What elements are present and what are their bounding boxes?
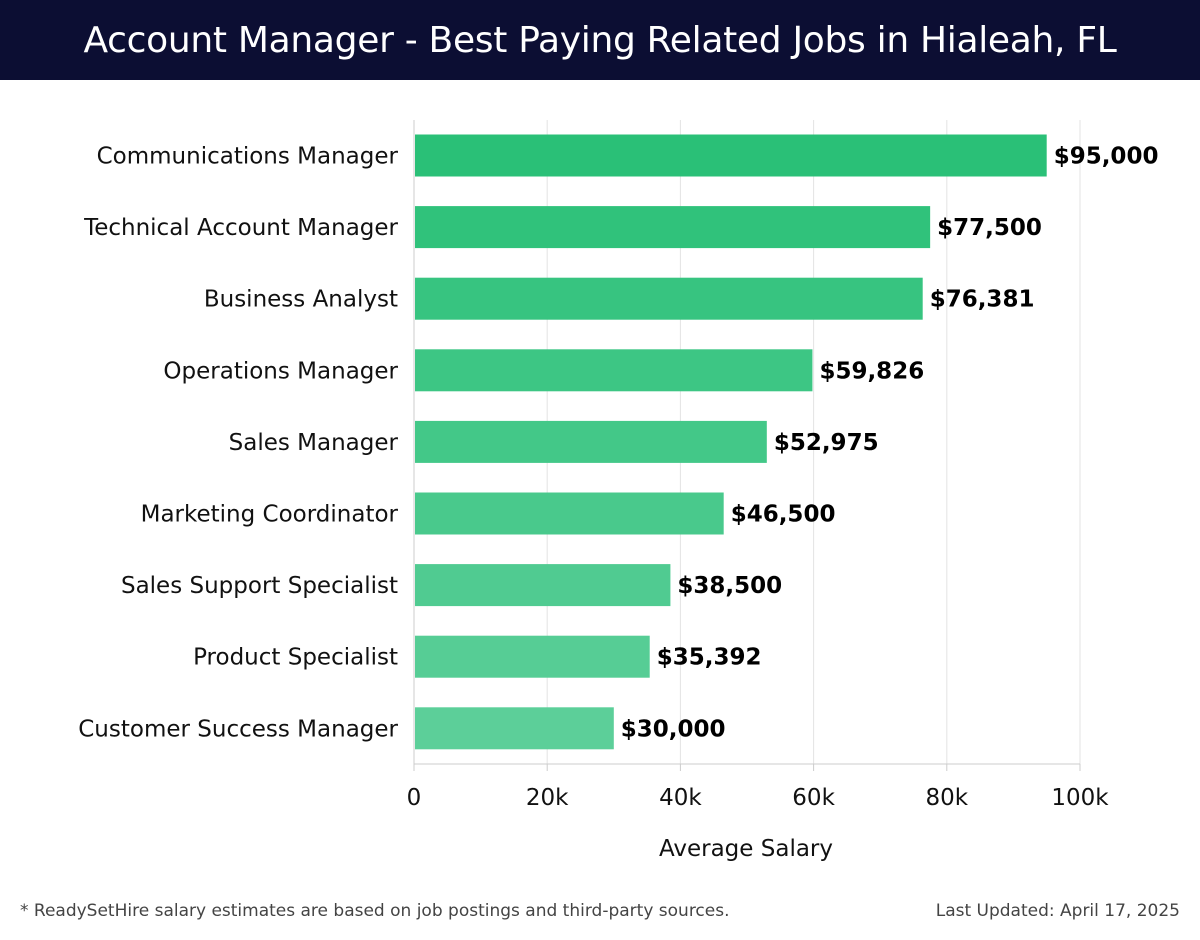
bar <box>415 349 813 392</box>
bar <box>415 277 923 320</box>
data-label: $76,381 <box>930 287 1035 313</box>
x-axis-label: Average Salary <box>659 836 833 862</box>
bar <box>415 206 931 249</box>
data-label: $59,826 <box>819 358 924 384</box>
x-tick-label: 40k <box>659 785 702 811</box>
category-label: Product Specialist <box>193 645 398 671</box>
category-label: Communications Manager <box>97 144 399 170</box>
x-tick-label: 80k <box>926 785 969 811</box>
footer-note: * ReadySetHire salary estimates are base… <box>20 901 730 921</box>
bar <box>415 492 724 535</box>
bar-chart: Communications Manager $95,000 Technical A… <box>78 120 1159 862</box>
x-tick-label: 100k <box>1051 785 1109 811</box>
data-label: $77,500 <box>937 215 1042 241</box>
data-label: $35,392 <box>657 645 762 671</box>
last-updated: Last Updated: April 17, 2025 <box>935 901 1180 921</box>
category-label: Sales Support Specialist <box>121 573 398 599</box>
x-tick-label: 60k <box>792 785 835 811</box>
x-tick-label: 20k <box>526 785 569 811</box>
data-label: $46,500 <box>731 502 836 528</box>
bar <box>415 635 650 678</box>
bar <box>415 420 767 463</box>
bar <box>415 707 614 750</box>
bar <box>415 564 671 607</box>
category-label: Sales Manager <box>229 430 399 456</box>
data-label: $38,500 <box>677 573 782 599</box>
category-label: Business Analyst <box>204 287 398 313</box>
bar <box>415 134 1047 177</box>
x-tick-label: 0 <box>407 785 422 811</box>
category-label: Marketing Coordinator <box>141 502 399 528</box>
category-label: Operations Manager <box>163 358 398 384</box>
category-label: Technical Account Manager <box>83 215 398 241</box>
data-label: $95,000 <box>1054 144 1159 170</box>
data-label: $30,000 <box>621 716 726 742</box>
x-axis: 0 20k 40k 60k 80k 100k <box>407 120 1109 811</box>
title-bar: Account Manager - Best Paying Related Jo… <box>0 0 1200 80</box>
category-label: Customer Success Manager <box>78 716 398 742</box>
page-title: Account Manager - Best Paying Related Jo… <box>83 19 1117 61</box>
data-label: $52,975 <box>774 430 879 456</box>
bars: Communications Manager $95,000 Technical A… <box>78 134 1159 750</box>
